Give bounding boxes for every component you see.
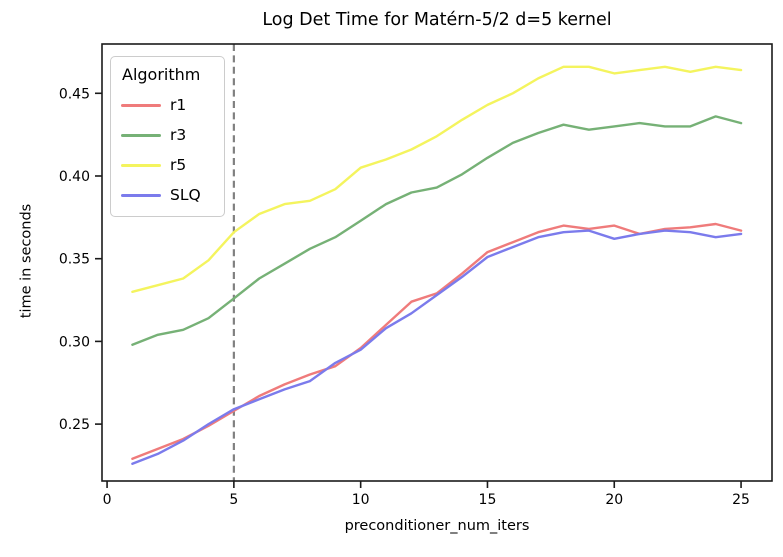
legend-label-r3: r3	[170, 126, 187, 144]
x-tick-label: 10	[352, 492, 370, 508]
y-axis-label: time in seconds	[18, 203, 35, 319]
legend-label-r1: r1	[170, 96, 187, 114]
y-tick-label: 0.30	[59, 334, 90, 350]
x-tick-label: 5	[229, 492, 238, 508]
x-tick-label: 20	[605, 492, 623, 508]
series-line-r5	[131, 65, 743, 293]
legend-label-slq: SLQ	[170, 186, 201, 204]
series-line-slq	[131, 229, 743, 465]
legend-swatch-r5	[121, 163, 161, 167]
y-tick-label: 0.35	[59, 252, 90, 268]
y-tick-label: 0.25	[59, 417, 90, 433]
x-tick-label: 15	[479, 492, 497, 508]
axes-spines	[101, 43, 773, 482]
legend: Algorithm r1 r3 r5 SLQ	[110, 56, 225, 217]
y-tick-label: 0.40	[59, 169, 90, 185]
legend-swatch-r3	[121, 133, 161, 137]
legend-title: Algorithm	[122, 65, 201, 84]
x-tick-label: 25	[732, 492, 750, 508]
legend-item-r1: r1	[121, 96, 214, 114]
chart-title: Log Det Time for Matérn-5/2 d=5 kernel	[262, 10, 612, 30]
legend-item-slq: SLQ	[121, 186, 214, 204]
series-line-r1	[131, 222, 743, 460]
legend-label-r5: r5	[170, 156, 187, 174]
legend-swatch-r1	[121, 103, 161, 107]
legend-item-r5: r5	[121, 156, 214, 174]
series-line-r3	[131, 115, 743, 346]
y-tick-label: 0.45	[59, 86, 90, 102]
x-axis-label: preconditioner_num_iters	[344, 518, 530, 534]
legend-swatch-slq	[121, 193, 161, 197]
legend-item-r3: r3	[121, 126, 214, 144]
x-tick-label: 0	[103, 492, 112, 508]
